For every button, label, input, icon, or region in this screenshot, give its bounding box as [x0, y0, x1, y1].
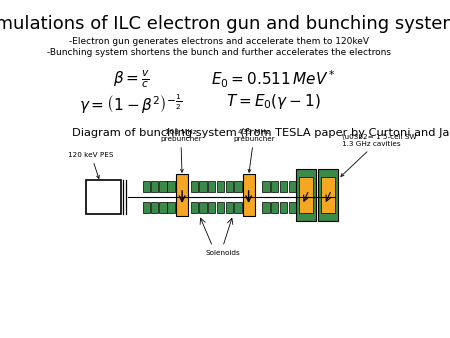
Bar: [262, 181, 270, 192]
Bar: [167, 181, 175, 192]
Bar: [143, 202, 150, 213]
Text: -Electron gun generates electrons and accelerate them to 120keV: -Electron gun generates electrons and ac…: [69, 37, 369, 46]
Bar: [280, 181, 287, 192]
Bar: [159, 181, 166, 192]
Bar: [299, 177, 313, 213]
Bar: [306, 181, 314, 192]
Text: 108 MHz
prebuncher: 108 MHz prebuncher: [160, 129, 202, 172]
Bar: [288, 202, 296, 213]
Bar: [143, 181, 150, 192]
Bar: [234, 202, 242, 213]
Bar: [280, 202, 287, 213]
Bar: [151, 202, 158, 213]
Bar: [191, 202, 198, 213]
Text: $T = E_0\left(\gamma - 1\right)$: $T = E_0\left(\gamma - 1\right)$: [226, 92, 321, 111]
Text: $\beta = \frac{v}{c}$: $\beta = \frac{v}{c}$: [113, 68, 150, 90]
Bar: [167, 202, 175, 213]
Bar: [297, 181, 305, 192]
Bar: [208, 181, 216, 192]
Bar: [159, 202, 166, 213]
Bar: [176, 174, 188, 216]
Text: \u03b2= 1 5-cell SW
1.3 GHz cavities: \u03b2= 1 5-cell SW 1.3 GHz cavities: [341, 134, 416, 176]
Bar: [217, 181, 224, 192]
Bar: [191, 181, 198, 192]
Bar: [297, 202, 305, 213]
Bar: [271, 181, 279, 192]
Bar: [234, 181, 242, 192]
Bar: [225, 202, 233, 213]
Bar: [199, 202, 207, 213]
Bar: [271, 202, 279, 213]
Bar: [243, 174, 255, 216]
Bar: [296, 169, 316, 221]
Bar: [199, 181, 207, 192]
Bar: [208, 202, 216, 213]
Bar: [86, 180, 121, 214]
Bar: [321, 177, 335, 213]
Bar: [306, 202, 314, 213]
Bar: [262, 202, 270, 213]
Text: Simulations of ILC electron gun and bunching system: Simulations of ILC electron gun and bunc…: [0, 15, 450, 33]
Bar: [225, 181, 233, 192]
Text: Solenoids: Solenoids: [206, 250, 240, 256]
Text: 433 MHz
prebuncher: 433 MHz prebuncher: [233, 129, 275, 172]
Bar: [319, 169, 338, 221]
Text: $E_0 = 0.511\,MeV^*$: $E_0 = 0.511\,MeV^*$: [211, 68, 336, 90]
Text: Diagram of bunching system (from TESLA paper by Curtoni and Jablonka): Diagram of bunching system (from TESLA p…: [72, 128, 450, 138]
Text: 120 keV PES: 120 keV PES: [68, 152, 114, 178]
Bar: [151, 181, 158, 192]
Bar: [217, 202, 224, 213]
Text: $\gamma = \left(1-\beta^2\right)^{-\frac{1}{2}}$: $\gamma = \left(1-\beta^2\right)^{-\frac…: [80, 92, 183, 116]
Text: -Bunching system shortens the bunch and further accelerates the electrons: -Bunching system shortens the bunch and …: [47, 48, 392, 56]
Bar: [288, 181, 296, 192]
